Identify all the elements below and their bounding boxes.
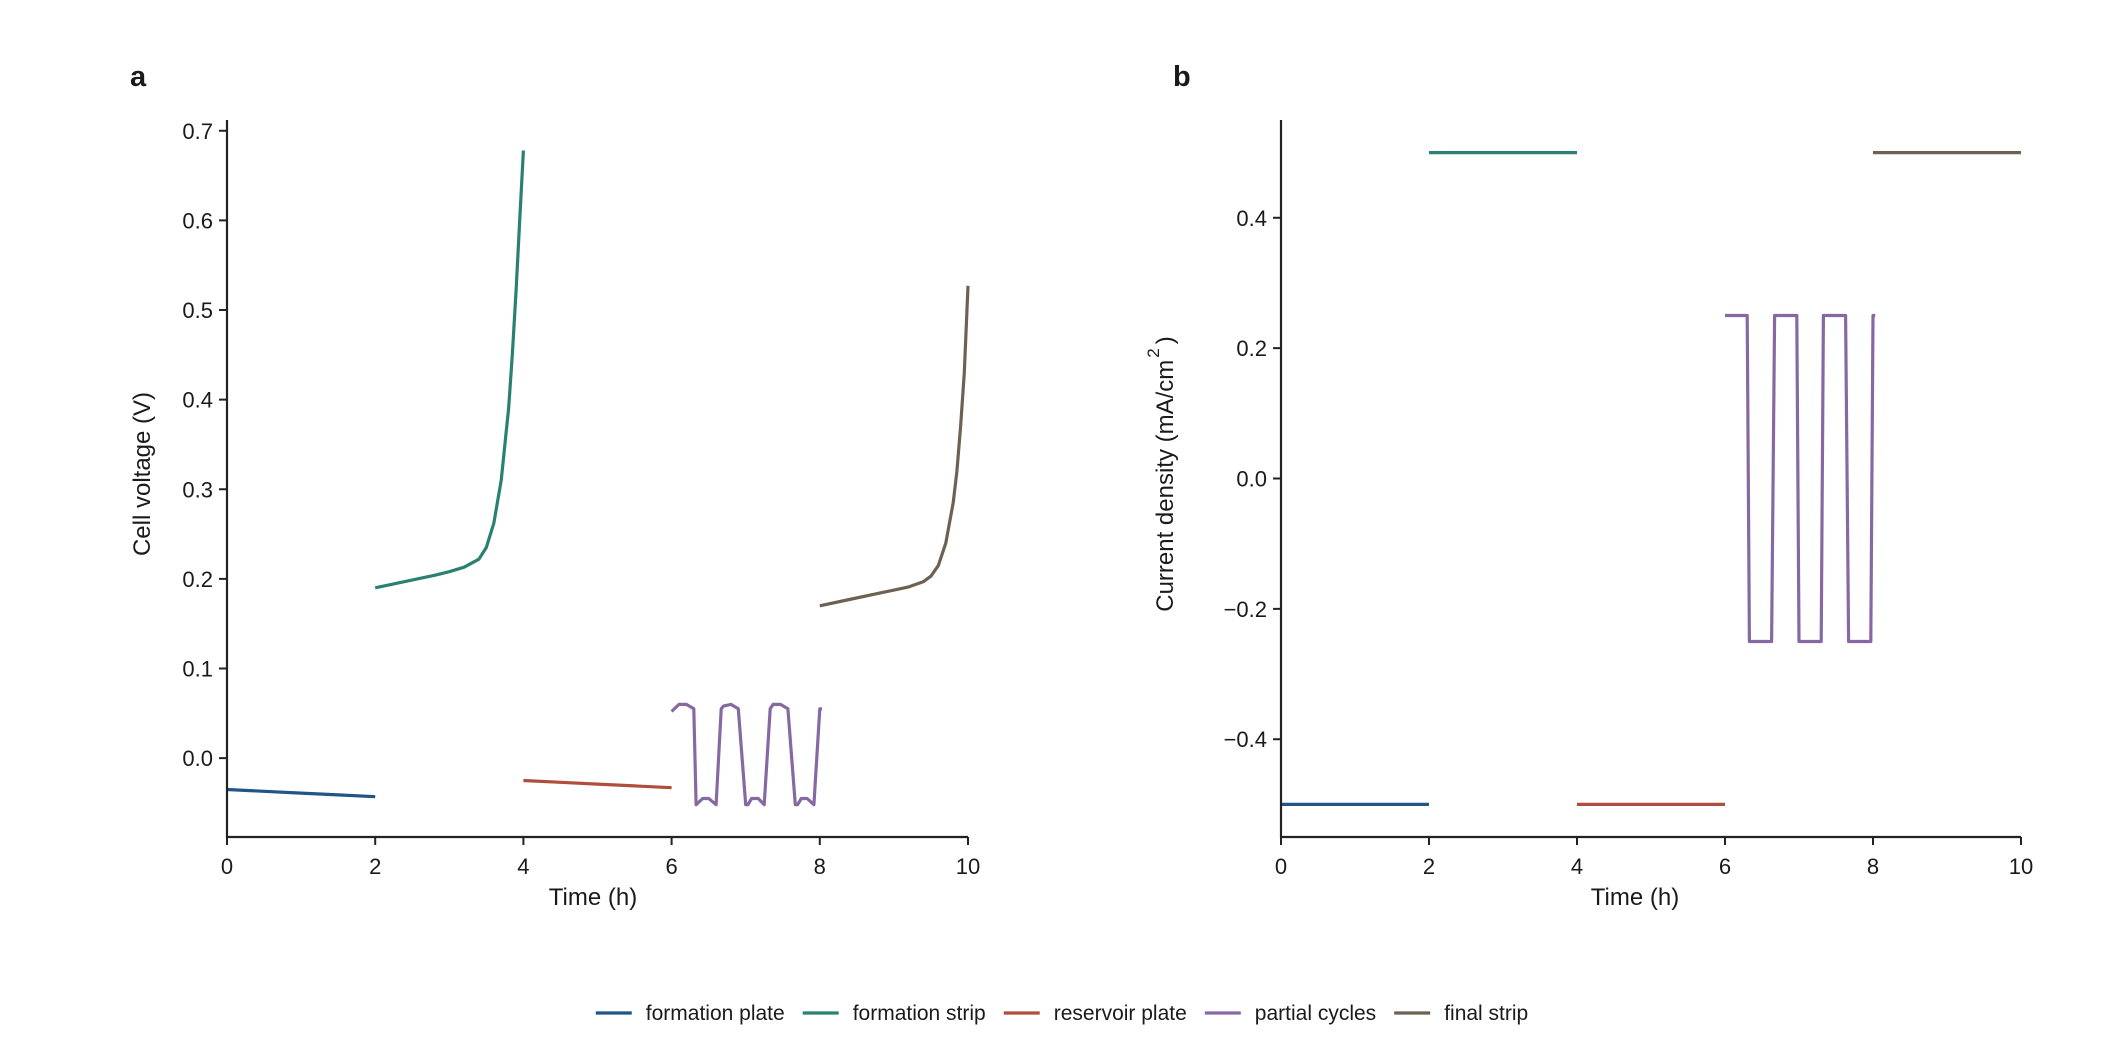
x-tick-label: 2	[369, 854, 381, 879]
panel-b-letter: b	[1173, 61, 1191, 93]
panel-b-x-ticks: 0 2 4 6 8 10	[1275, 837, 2033, 879]
panel-a-series	[226, 150, 970, 807]
x-tick-label: 10	[2009, 854, 2033, 879]
panel-b-y-axis-label-close: )	[1152, 336, 1179, 344]
series-partial-cycles	[1725, 313, 1876, 644]
legend-item-partial-cycles: partial cycles	[1204, 1002, 1376, 1025]
y-tick-label: 0.0	[1236, 467, 1267, 492]
y-tick-label: 0.1	[182, 657, 213, 682]
x-tick-label: 2	[1423, 854, 1435, 879]
legend-label: formation plate	[646, 1002, 785, 1025]
x-tick-label: 8	[814, 854, 826, 879]
series-partial-cycles	[670, 702, 822, 807]
y-tick-label: 0.3	[182, 477, 213, 502]
legend-label: formation strip	[853, 1002, 986, 1025]
legend-item-formation-strip: formation strip	[802, 1002, 986, 1025]
legend-item-reservoir-plate: reservoir plate	[1003, 1002, 1187, 1025]
panel-b-axes	[1279, 120, 2021, 839]
x-tick-label: 4	[517, 854, 529, 879]
y-tick-label: 0.5	[182, 298, 213, 323]
y-tick-label: 0.2	[182, 567, 213, 592]
legend-item-final-strip: final strip	[1394, 1002, 1528, 1025]
y-tick-label: 0.6	[182, 208, 213, 233]
y-tick-label: 0.4	[182, 388, 213, 413]
y-tick-label: −0.4	[1224, 727, 1267, 752]
x-tick-label: 0	[1275, 854, 1287, 879]
panel-a-x-ticks: 0 2 4 6 8 10	[221, 837, 980, 879]
panel-b-series	[1281, 151, 2021, 807]
y-tick-label: 0.4	[1236, 206, 1267, 231]
y-tick-label: −0.2	[1224, 597, 1267, 622]
x-tick-label: 6	[665, 854, 677, 879]
series-final-strip	[819, 285, 970, 608]
panel-b: b 0 2 4 6 8 10 −0.4 −0.2 0.0 0.2 0.4 Time (h) Cur…	[1144, 61, 2033, 911]
panel-a-y-axis-label: Cell voltage (V)	[129, 392, 156, 556]
panel-a-letter: a	[130, 61, 147, 93]
panel-b-y-axis-label-superscript: 2	[1144, 348, 1163, 357]
series-formation-plate	[226, 787, 376, 799]
y-tick-label: 0.7	[182, 119, 213, 144]
y-tick-label: 0.0	[182, 746, 213, 771]
legend: formation plate formation strip reservoir …	[595, 1002, 1528, 1025]
series-formation-strip	[374, 150, 525, 590]
series-reservoir-plate	[523, 778, 672, 790]
x-tick-label: 10	[956, 854, 980, 879]
x-tick-label: 8	[1867, 854, 1879, 879]
legend-label: final strip	[1444, 1002, 1528, 1025]
panel-b-y-ticks: −0.4 −0.2 0.0 0.2 0.4	[1224, 206, 1281, 752]
panel-b-y-axis-label: Current density (mA/cm 2)	[1144, 336, 1179, 612]
panel-a: a 0 2 4 6 8 10 0.0 0.1 0.2 0.3 0.4 0.5 0.6 0.7 Time …	[129, 61, 980, 911]
panel-a-x-axis-label: Time (h)	[549, 884, 637, 911]
legend-label: reservoir plate	[1054, 1002, 1187, 1025]
x-tick-label: 6	[1719, 854, 1731, 879]
panel-b-x-axis-label: Time (h)	[1591, 884, 1679, 911]
x-tick-label: 4	[1571, 854, 1583, 879]
panel-b-y-axis-label-main: Current density (mA/cm	[1152, 360, 1179, 612]
panel-a-axes	[225, 120, 968, 839]
panel-a-y-ticks: 0.0 0.1 0.2 0.3 0.4 0.5 0.6 0.7	[182, 119, 227, 771]
y-tick-label: 0.2	[1236, 336, 1267, 361]
x-tick-label: 0	[221, 854, 233, 879]
legend-item-formation-plate: formation plate	[595, 1002, 785, 1025]
legend-label: partial cycles	[1255, 1002, 1376, 1025]
